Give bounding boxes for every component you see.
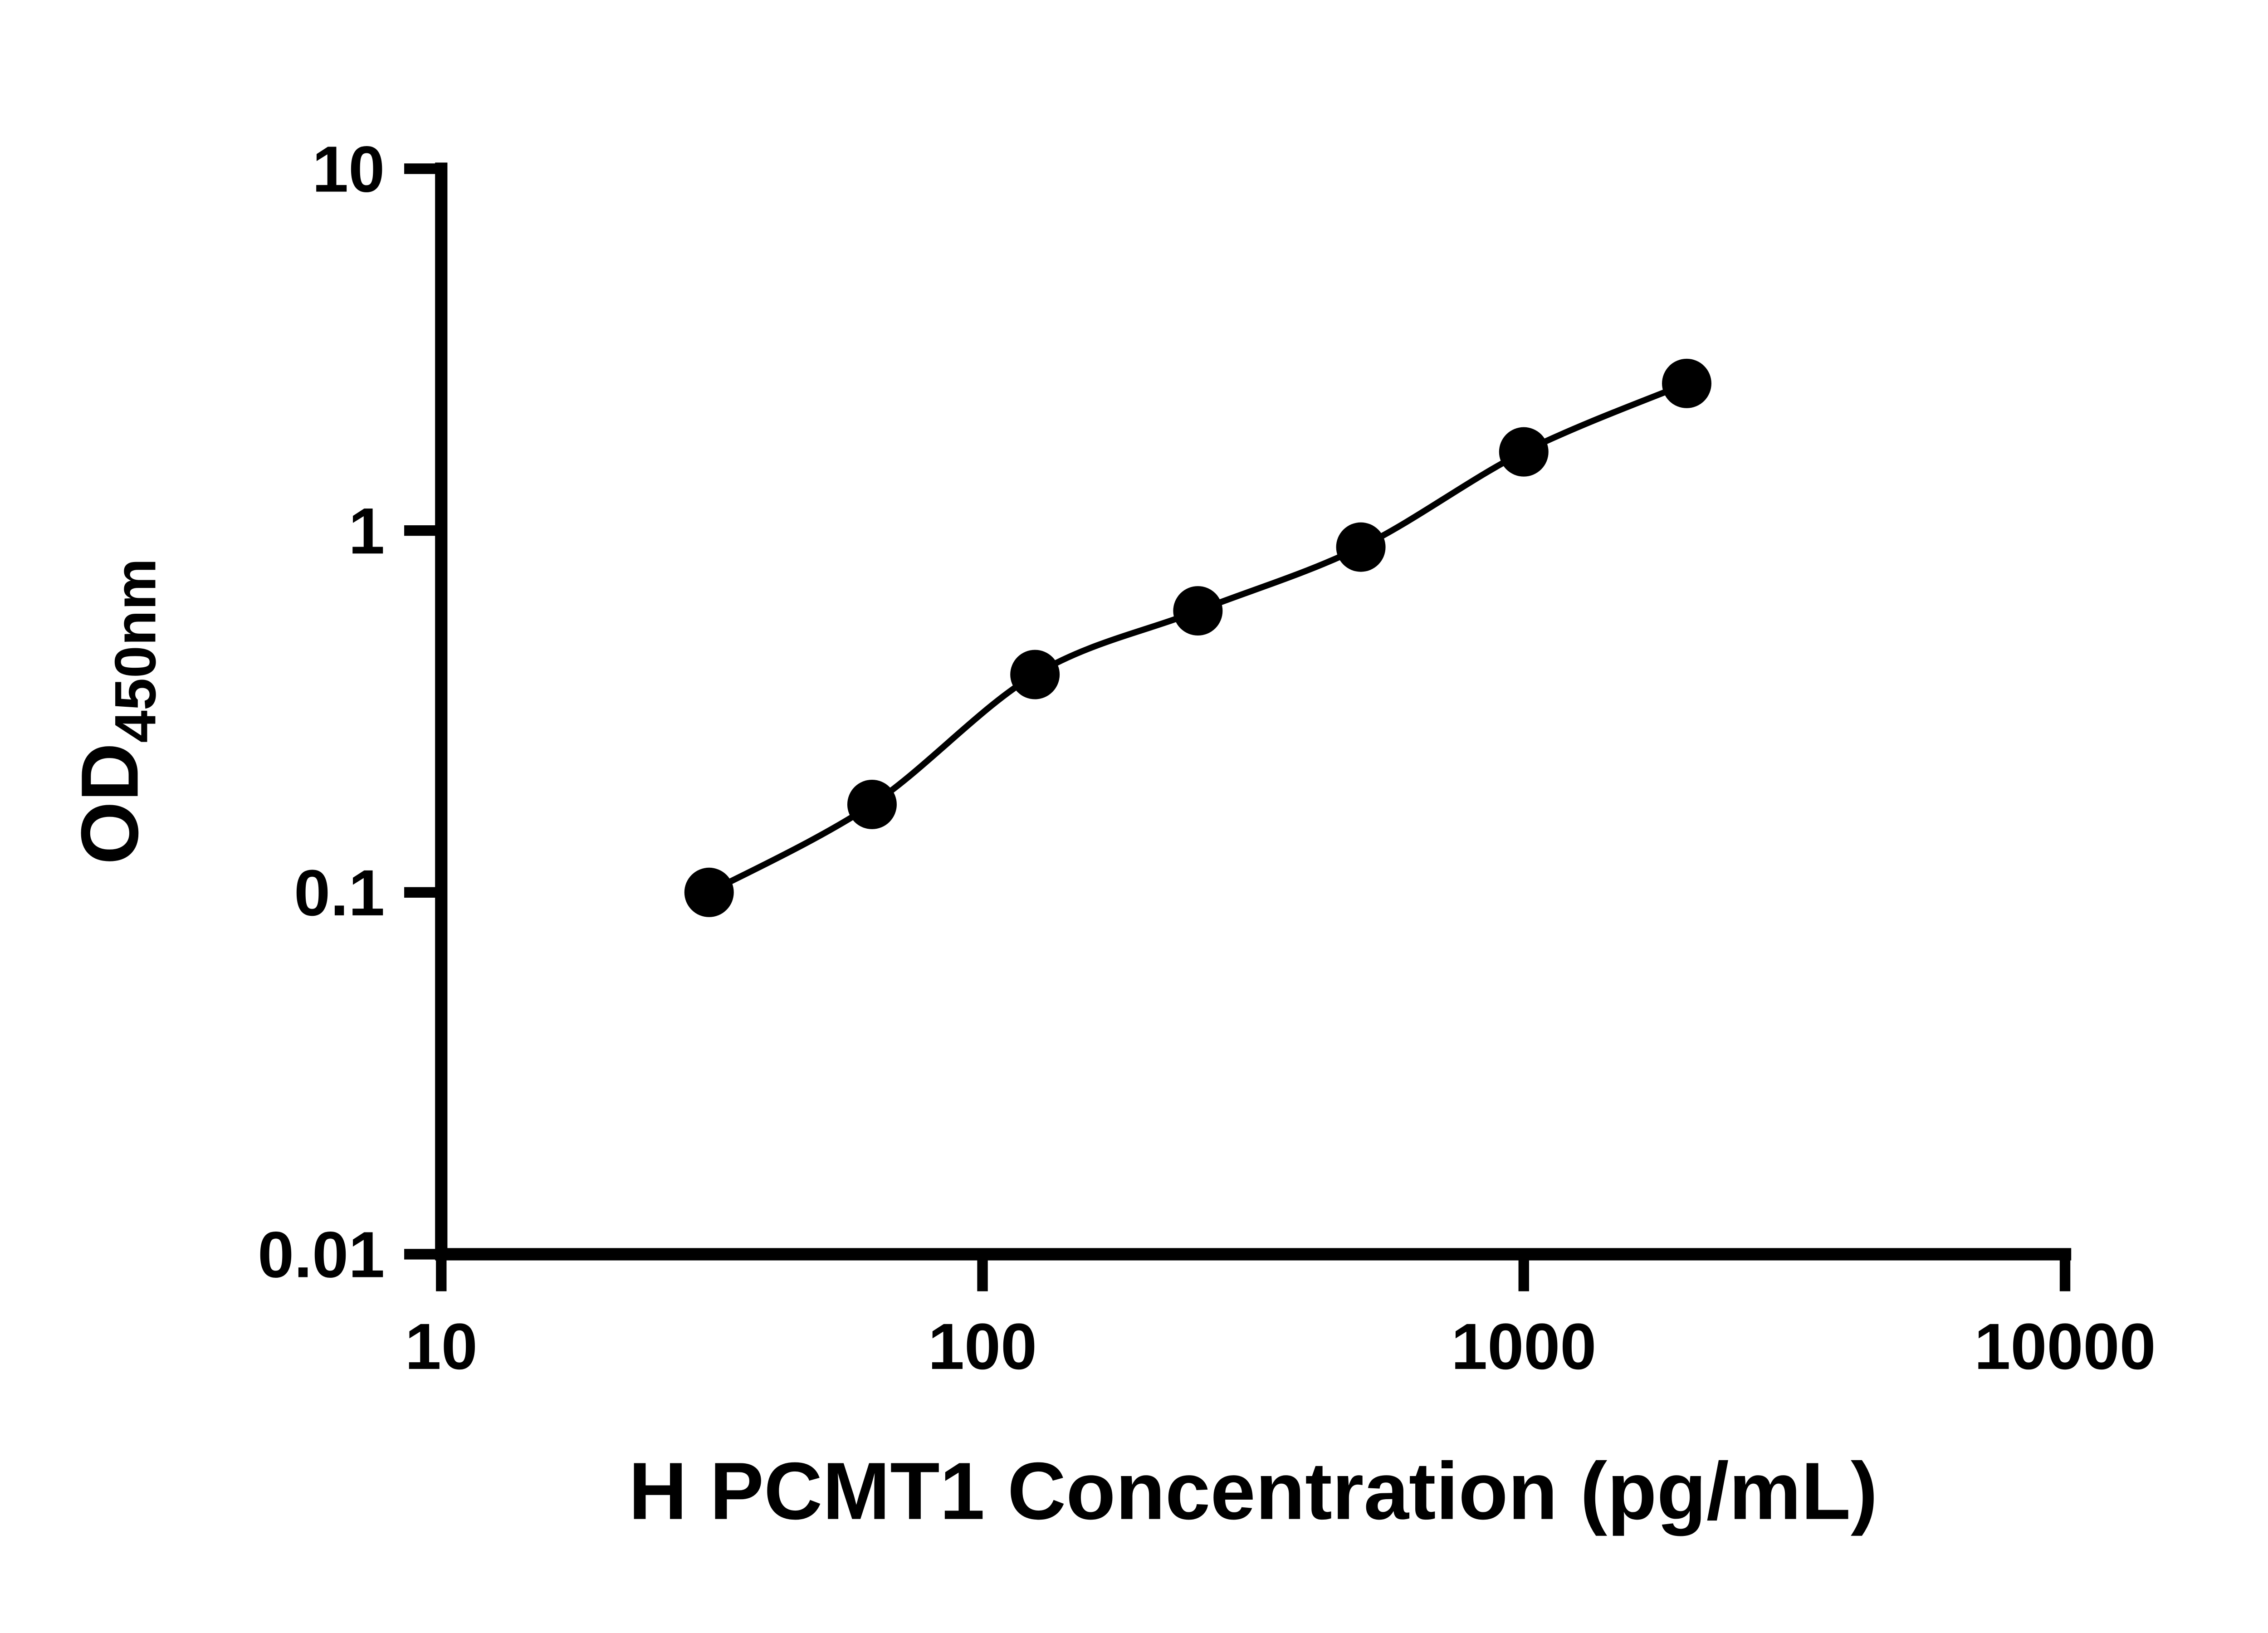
chart-canvas: 0.01 0.1 1 10 10 100 1000 10000 OD450nm H PCMT1 C… xyxy=(0,22,2268,1611)
y-axis-tick-label: 10 xyxy=(312,133,385,206)
y-axis-tick-label: 0.01 xyxy=(258,1218,385,1291)
x-axis-title: H PCMT1 Concentration (pg/mL) xyxy=(629,1446,1878,1536)
y-axis-tick-label: 0.1 xyxy=(294,856,385,929)
svg-text:OD450nm: OD450nm xyxy=(64,558,168,865)
elisa-standard-curve-figure: 0.01 0.1 1 10 10 100 1000 10000 OD450nm H PCMT1 C… xyxy=(0,22,2268,1611)
y-axis-title: OD450nm xyxy=(64,558,168,865)
x-axis-tick-label: 10 xyxy=(405,1310,478,1383)
chart-background xyxy=(0,22,2268,1611)
data-point xyxy=(1173,586,1223,636)
data-point xyxy=(1010,650,1060,699)
y-axis-tick-label: 1 xyxy=(348,494,385,567)
data-point xyxy=(1499,427,1549,477)
x-axis-tick-label: 1000 xyxy=(1451,1310,1596,1383)
x-axis-tick-label: 10000 xyxy=(1974,1310,2156,1383)
data-point xyxy=(1336,522,1386,572)
data-point xyxy=(847,779,897,829)
x-axis-tick-label: 100 xyxy=(928,1310,1037,1383)
data-point xyxy=(684,867,734,917)
data-point xyxy=(1662,358,1711,408)
